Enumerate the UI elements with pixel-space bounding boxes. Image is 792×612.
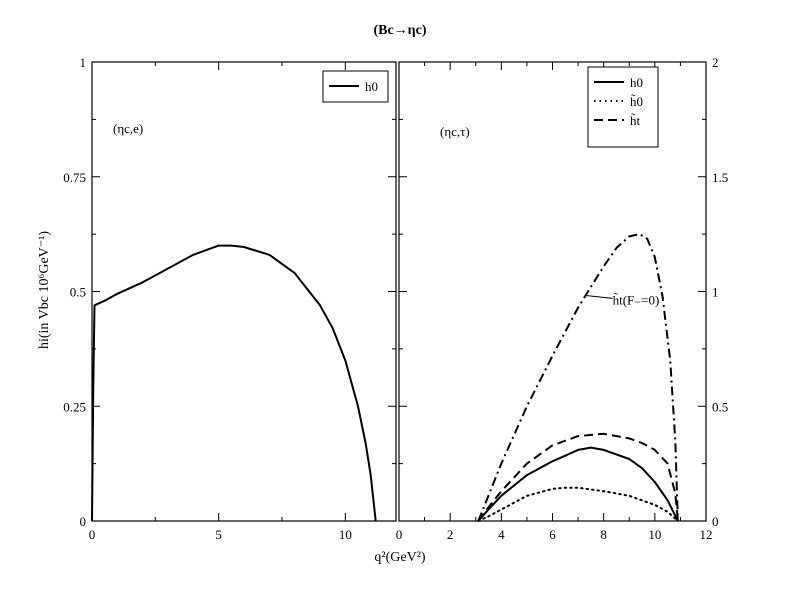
left-panel: 0 5 10 0 0.25 0.5 0.75 1 (ηc,e) h0 (63, 55, 397, 542)
right-panel: 0 2 4 6 8 10 1200.511.52(ηc,τ)h̃t(F₋=0)h0h̃0h̃… (396, 55, 729, 542)
legend-box (587, 66, 659, 148)
legend: h0 h̃0 h̃t (587, 66, 659, 148)
x-tick-label: 0 (89, 527, 96, 542)
curve-label: h̃t(F₋=0) (613, 292, 660, 307)
x-tick-label: 4 (498, 527, 505, 542)
x-tick-label: 10 (648, 527, 661, 542)
x-tick-label: 5 (215, 527, 222, 542)
legend-label: h̃0 (630, 94, 643, 109)
x-tick-label: 2 (447, 527, 454, 542)
legend-label: h̃t (630, 113, 641, 128)
series-line (477, 233, 679, 522)
legend-label: h0 (365, 79, 378, 94)
y-tick-label: 0.75 (63, 170, 86, 185)
y-tick-label: 0.5 (70, 285, 86, 300)
series-line (91, 244, 377, 522)
y-tick-label: 0 (80, 514, 87, 529)
x-axis-label: q²(GeV²) (374, 550, 425, 565)
x-tick-label: 8 (600, 527, 607, 542)
y-tick-label: 0 (712, 514, 719, 529)
y-tick-label: 0.25 (63, 399, 86, 414)
x-tick-label: 0 (396, 527, 403, 542)
legend-label: h0 (630, 75, 643, 90)
curve-label-leader (585, 295, 613, 299)
y-tick-label: 0.5 (712, 399, 728, 414)
panel-annotation: (ηc,τ) (440, 124, 470, 139)
series-line (477, 446, 679, 522)
series-line (477, 432, 679, 522)
y-tick-label: 1.5 (712, 170, 728, 185)
x-tick-label: 6 (549, 527, 556, 542)
x-tick-label: 10 (339, 527, 352, 542)
panel-annotation: (ηc,e) (113, 121, 143, 136)
y-tick-label: 1 (80, 55, 87, 70)
y-tick-label: 2 (712, 55, 719, 70)
y-tick-label: 1 (712, 285, 719, 300)
legend: h0 (322, 70, 389, 103)
x-tick-label: 12 (700, 527, 713, 542)
y-axis-label: hi(in Vbc 10⁶GeV⁻¹) (37, 231, 52, 349)
series-line (477, 486, 679, 522)
figure-title: (Bc→ηc) (373, 23, 426, 38)
